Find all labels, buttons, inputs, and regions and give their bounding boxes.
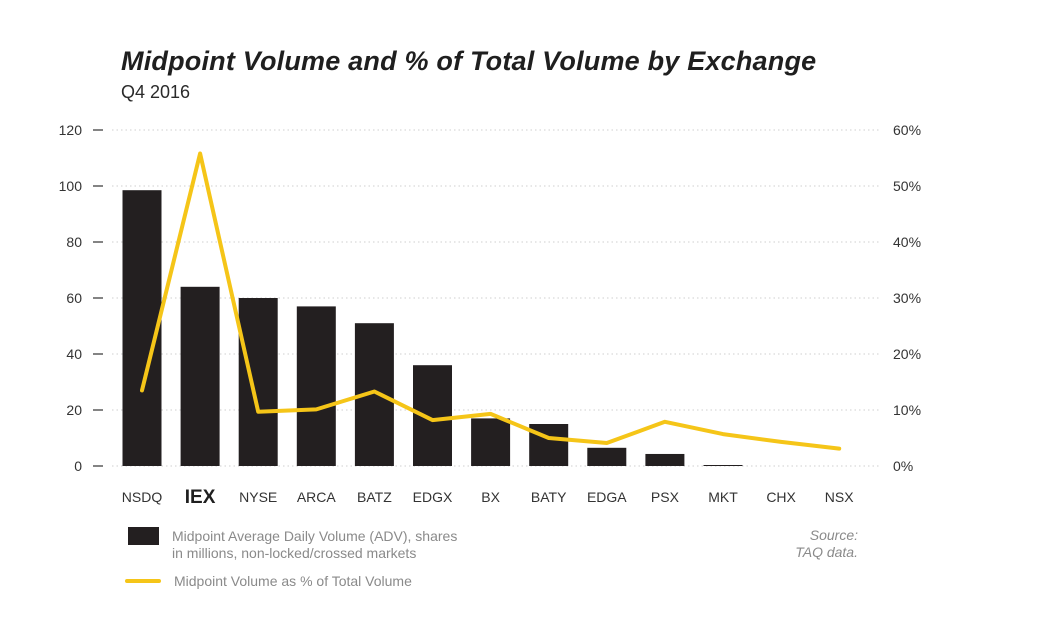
left-axis: 0 20 40 60 80 100 120 <box>59 122 103 474</box>
category-label-nsdq: NSDQ <box>122 489 163 505</box>
right-tick-label: 30% <box>893 290 921 306</box>
category-label-arca: ARCA <box>297 489 337 505</box>
left-tick-label: 20 <box>66 402 82 418</box>
bar-edga <box>587 447 627 466</box>
category-label-chx: CHX <box>766 489 796 505</box>
legend-line-label: Midpoint Volume as % of Total Volume <box>174 573 412 589</box>
bar-iex <box>180 286 220 466</box>
chart-title: Midpoint Volume and % of Total Volume by… <box>121 46 817 76</box>
legend-bar-label: Midpoint Average Daily Volume (ADV), sha… <box>172 528 457 562</box>
legend-bar-label-line2: in millions, non-locked/crossed markets <box>172 545 417 561</box>
left-tick-label: 60 <box>66 290 82 306</box>
category-label-psx: PSX <box>651 489 680 505</box>
bar-series <box>122 190 743 466</box>
bar-arca <box>296 306 336 466</box>
right-tick-label: 0% <box>893 458 913 474</box>
right-tick-label: 60% <box>893 122 921 138</box>
source-note: Source: TAQ data. <box>795 527 858 561</box>
category-label-nyse: NYSE <box>239 489 277 505</box>
category-label-batz: BATZ <box>357 489 392 505</box>
category-label-edgx: EDGX <box>413 489 453 505</box>
bar-psx <box>645 453 685 466</box>
category-label-edga: EDGA <box>587 489 627 505</box>
left-tick-label: 40 <box>66 346 82 362</box>
source-line2: TAQ data. <box>795 544 858 560</box>
right-tick-label: 10% <box>893 402 921 418</box>
left-tick-label: 80 <box>66 234 82 250</box>
legend-bar-label-line1: Midpoint Average Daily Volume (ADV), sha… <box>172 528 458 544</box>
category-label-mkt: MKT <box>708 489 738 505</box>
source-line1: Source: <box>809 527 858 543</box>
right-tick-label: 50% <box>893 178 921 194</box>
right-tick-label: 40% <box>893 234 921 250</box>
category-label-nsx: NSX <box>825 489 854 505</box>
legend-bar-swatch <box>128 527 159 545</box>
right-axis: 0% 10% 20% 30% 40% 50% 60% <box>893 122 921 474</box>
bar-bx <box>471 418 511 466</box>
bar-nsdq <box>122 190 162 466</box>
chart-subtitle: Q4 2016 <box>121 82 191 102</box>
left-tick-label: 120 <box>59 122 83 138</box>
left-tick-label: 100 <box>59 178 83 194</box>
right-tick-label: 20% <box>893 346 921 362</box>
bar-mkt <box>703 465 743 466</box>
category-label-baty: BATY <box>531 489 567 505</box>
bar-nyse <box>238 298 278 466</box>
left-tick-label: 0 <box>74 458 82 474</box>
category-label-bx: BX <box>481 489 500 505</box>
category-label-iex: IEX <box>185 487 216 508</box>
x-axis-labels: NSDQ IEX NYSE ARCA BATZ EDGX BX BATY EDGA PSX MKT C… <box>122 487 854 508</box>
legend-marks <box>125 527 161 583</box>
line-series <box>140 151 842 451</box>
grid-lines <box>112 129 880 467</box>
